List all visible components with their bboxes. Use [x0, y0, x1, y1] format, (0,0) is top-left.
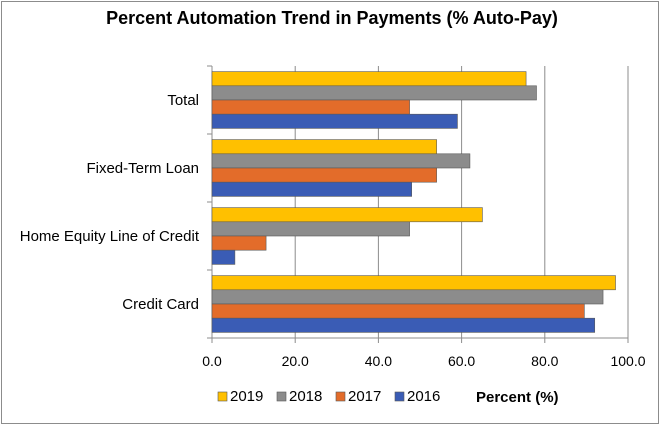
legend-label: 2016 — [407, 388, 440, 405]
chart-title: Percent Automation Trend in Payments (% … — [106, 8, 558, 28]
bar-2019 — [211, 71, 527, 87]
bar-2019 — [211, 207, 483, 223]
x-tick-label: 0.0 — [202, 353, 222, 369]
bar-2016 — [211, 317, 596, 333]
x-tick-label: 20.0 — [282, 353, 309, 369]
bar-2017 — [211, 167, 437, 183]
bar-2018 — [211, 85, 537, 101]
x-axis-title: Percent (%) — [476, 389, 559, 406]
bar-2018 — [211, 289, 604, 305]
bar-2017 — [211, 235, 267, 251]
bar-2019 — [211, 139, 437, 155]
legend-label: 2017 — [348, 388, 381, 405]
bar-2018 — [211, 221, 410, 237]
legend-swatch-2017 — [335, 391, 346, 402]
bar-2017 — [211, 99, 410, 115]
category-label: Home Equity Line of Credit — [20, 228, 200, 245]
legend-swatch-2016 — [394, 391, 405, 402]
bar-2016 — [211, 113, 458, 129]
bar-2016 — [211, 249, 236, 265]
bar-2019 — [211, 275, 616, 291]
x-tick-label: 40.0 — [365, 353, 392, 369]
legend-label: 2018 — [289, 388, 322, 405]
category-label: Credit Card — [122, 296, 199, 313]
x-tick-label: 60.0 — [448, 353, 475, 369]
legend-swatch-2018 — [276, 391, 287, 402]
legend-swatch-2019 — [217, 391, 228, 402]
bar-2017 — [211, 303, 585, 319]
category-label: Total — [167, 92, 199, 109]
category-label: Fixed-Term Loan — [86, 160, 199, 177]
bar-2018 — [211, 153, 471, 169]
bar-2016 — [211, 181, 412, 197]
x-tick-label: 100.0 — [610, 353, 645, 369]
x-tick-label: 80.0 — [531, 353, 558, 369]
legend-label: 2019 — [230, 388, 263, 405]
